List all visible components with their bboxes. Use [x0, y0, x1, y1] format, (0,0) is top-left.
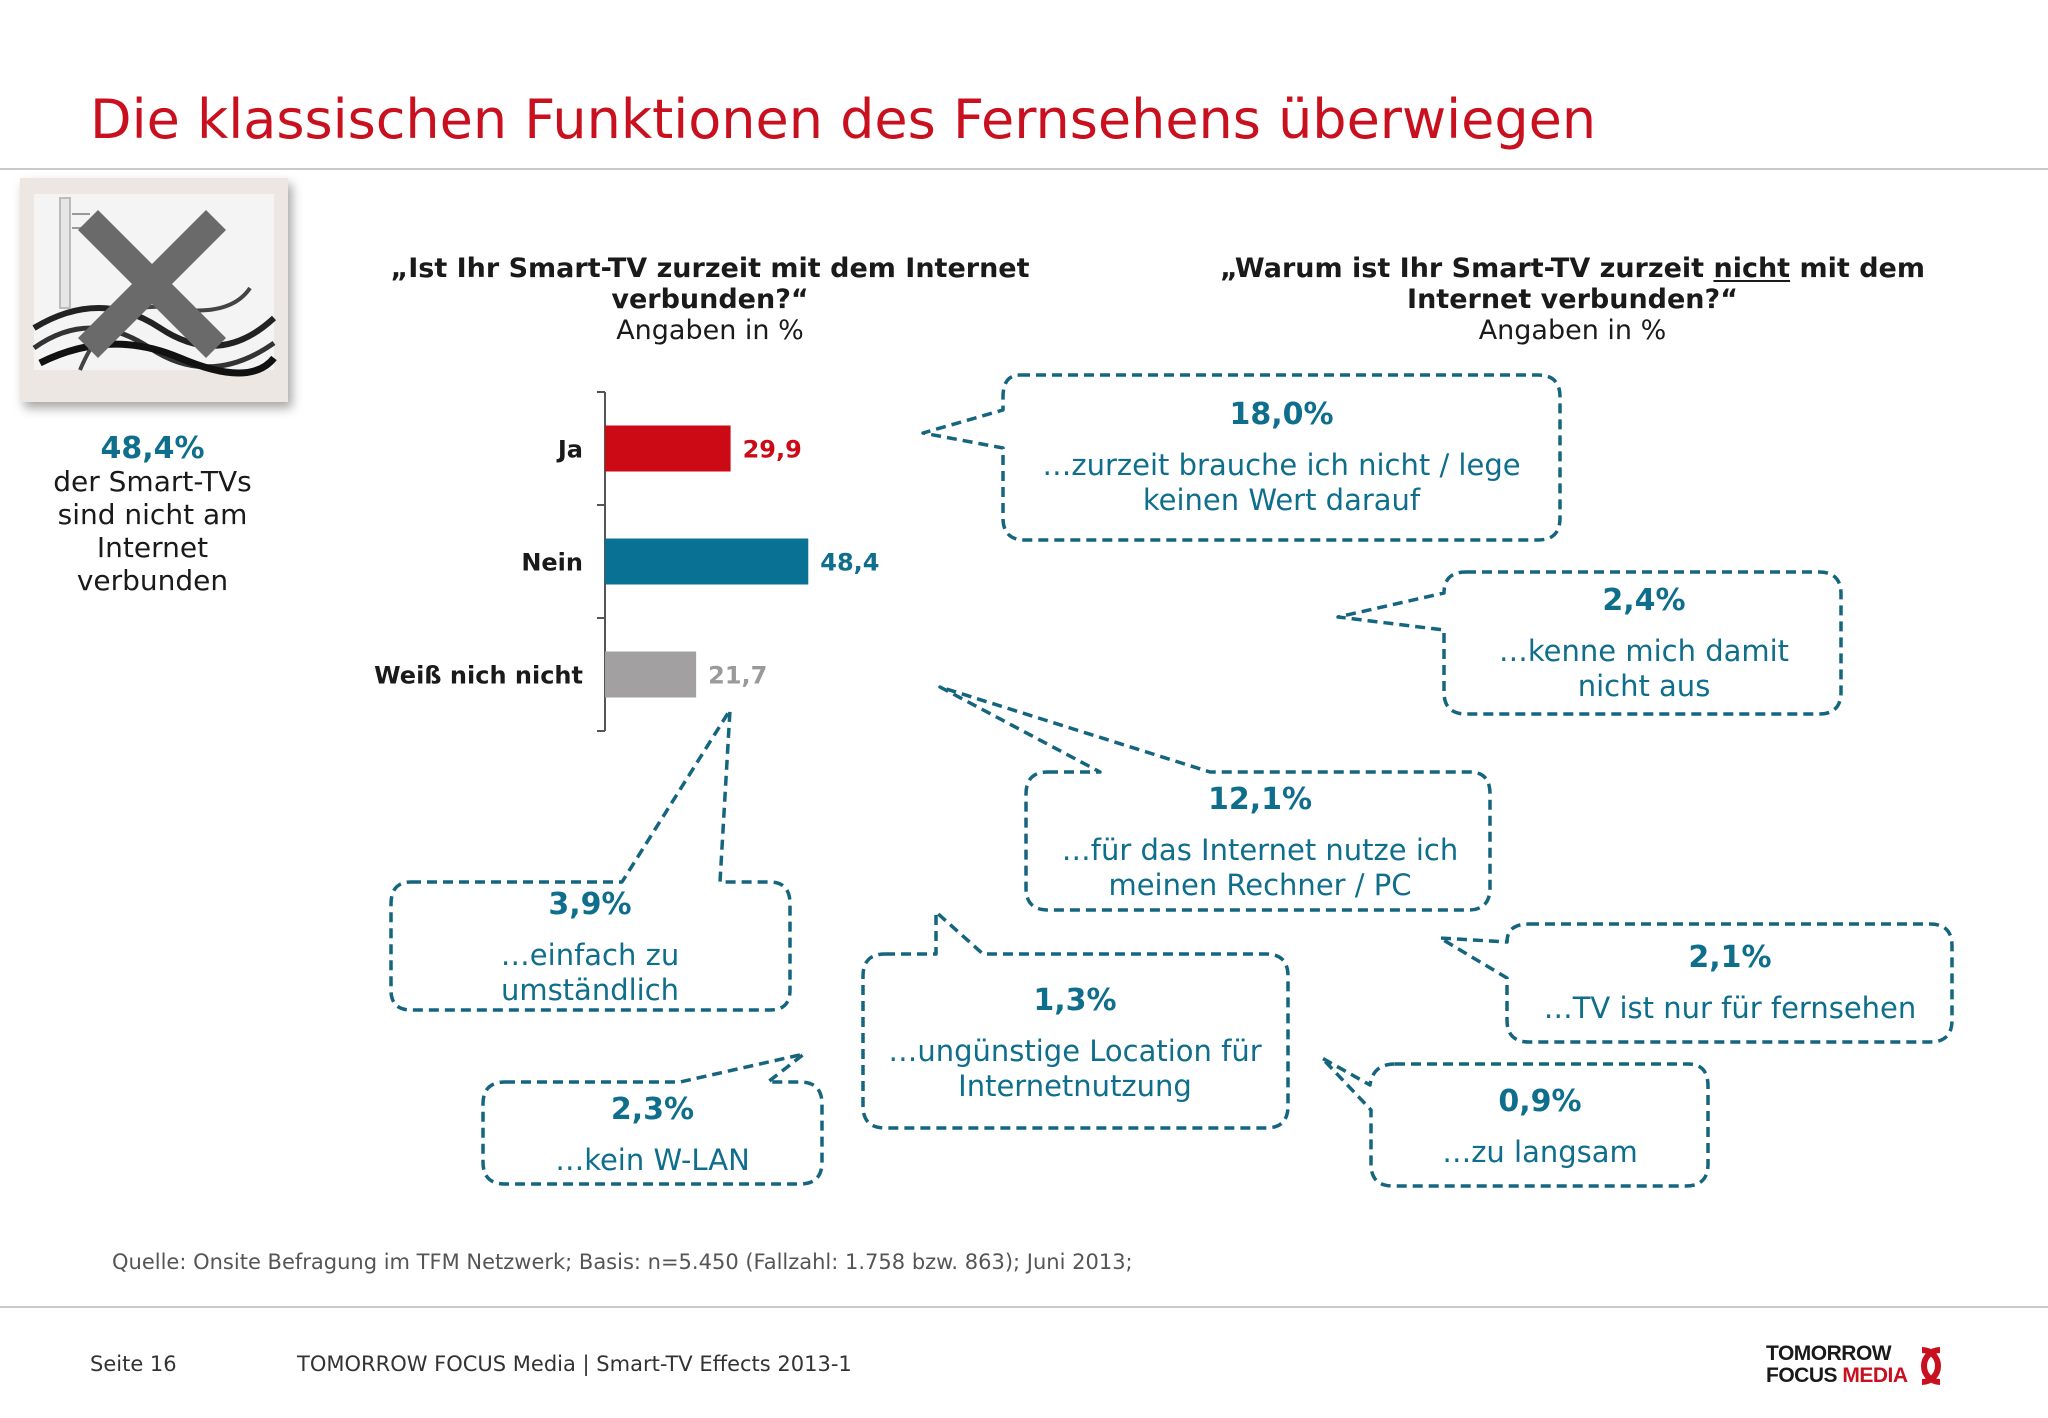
- reason-2-3-value: 2,3%: [610, 1092, 695, 1127]
- reason-18: 18,0% …zurzeit brauche ich nicht / lege …: [1003, 397, 1560, 518]
- reason-2-1-value: 2,1%: [1688, 940, 1772, 975]
- reason-2-4-text: …kenne mich damit nicht aus: [1498, 634, 1790, 703]
- reason-3-9: 3,9% …einfach zu umständlich: [430, 887, 750, 1008]
- bar-0: [605, 425, 731, 472]
- page-number: Seite 16: [90, 1352, 177, 1376]
- reason-2-1: 2,1% …TV ist nur für fernsehen: [1515, 940, 1945, 1026]
- reason-18-value: 18,0%: [1229, 397, 1334, 432]
- question-right-text-a: „Warum ist Ihr Smart-TV zurzeit: [1220, 253, 1714, 284]
- crossed-cable-photo: [20, 178, 288, 402]
- bars-layer: Ja 29,9 Nein 48,4 Weiß nich nicht 21,7: [374, 391, 879, 732]
- reason-12-1-value: 12,1%: [1207, 782, 1313, 817]
- side-note: 48,4% der Smart-TVs sind nicht am Intern…: [30, 432, 275, 597]
- value-label-1: 48,4: [820, 549, 879, 577]
- category-label-1: Nein: [521, 549, 583, 577]
- reason-2-1-text: …TV ist nur für fernsehen: [1543, 991, 1917, 1025]
- page-title: Die klassischen Funktionen des Fernsehen…: [90, 88, 1597, 151]
- question-left: „Ist Ihr Smart-TV zurzeit mit dem Intern…: [365, 253, 1055, 346]
- side-note-text: der Smart-TVs sind nicht am Internet ver…: [53, 465, 252, 597]
- logo-line2: FOCUS MEDIA: [1766, 1364, 1908, 1388]
- question-right-text-b: mit dem Internet verbunden?“: [1407, 253, 1925, 315]
- category-label-0: Ja: [556, 436, 583, 464]
- question-right-subtitle: Angaben in %: [1478, 315, 1667, 346]
- footer-text: TOMORROW FOCUS Media | Smart-TV Effects …: [297, 1352, 852, 1376]
- question-right-text: „Warum ist Ihr Smart-TV zurzeit nicht mi…: [1185, 253, 1960, 315]
- side-note-value: 48,4%: [100, 431, 205, 466]
- reason-3-9-text: …einfach zu umständlich: [500, 938, 680, 1007]
- reason-2-3: 2,3% …kein W-LAN: [500, 1092, 805, 1178]
- reason-1-3-text: …ungünstige Location für Internetnutzung: [888, 1034, 1262, 1103]
- logo-line2a: FOCUS: [1766, 1364, 1843, 1387]
- cross-icon: [78, 210, 226, 358]
- reason-2-4-value: 2,4%: [1602, 583, 1686, 618]
- logo-arc-icon: [1921, 1347, 1941, 1385]
- reason-1-3-value: 1,3%: [1033, 983, 1117, 1018]
- photo-image: [32, 194, 277, 377]
- title-divider: [0, 168, 2048, 170]
- reason-1-3: 1,3% …ungünstige Location für Internetnu…: [880, 983, 1270, 1104]
- question-left-subtitle: Angaben in %: [616, 315, 804, 346]
- bar-chart: Ja 29,9 Nein 48,4 Weiß nich nicht 21,7: [374, 391, 879, 732]
- reason-0-9-value: 0,9%: [1498, 1084, 1582, 1119]
- bar-2: [605, 651, 697, 698]
- reason-3-9-value: 3,9%: [548, 887, 632, 922]
- reason-12-1-text: …für das Internet nutze ich meinen Rechn…: [1061, 833, 1459, 902]
- company-logo: TOMORROW FOCUS MEDIA: [1762, 1342, 1962, 1392]
- reason-0-9-text: …zu langsam: [1442, 1135, 1638, 1169]
- logo-line1: TOMORROW: [1766, 1342, 1892, 1365]
- reason-2-3-text: …kein W-LAN: [555, 1143, 750, 1177]
- source-note: Quelle: Onsite Befragung im TFM Netzwerk…: [112, 1250, 1133, 1274]
- logo-line2b: MEDIA: [1842, 1364, 1908, 1387]
- question-left-text: „Ist Ihr Smart-TV zurzeit mit dem Intern…: [390, 253, 1030, 315]
- reason-18-text: …zurzeit brauche ich nicht / lege keinen…: [1042, 448, 1521, 517]
- value-label-0: 29,9: [743, 436, 802, 464]
- footer-divider: [0, 1306, 2048, 1308]
- reason-12-1: 12,1% …für das Internet nutze ich meinen…: [1040, 782, 1480, 903]
- question-right-underlined: nicht: [1713, 253, 1791, 284]
- reason-0-9: 0,9% …zu langsam: [1385, 1084, 1695, 1170]
- category-label-2: Weiß nich nicht: [374, 662, 583, 690]
- reason-2-4: 2,4% …kenne mich damit nicht aus: [1474, 583, 1814, 704]
- value-label-2: 21,7: [708, 662, 767, 690]
- question-right: „Warum ist Ihr Smart-TV zurzeit nicht mi…: [1185, 253, 1960, 346]
- bar-1: [605, 538, 809, 585]
